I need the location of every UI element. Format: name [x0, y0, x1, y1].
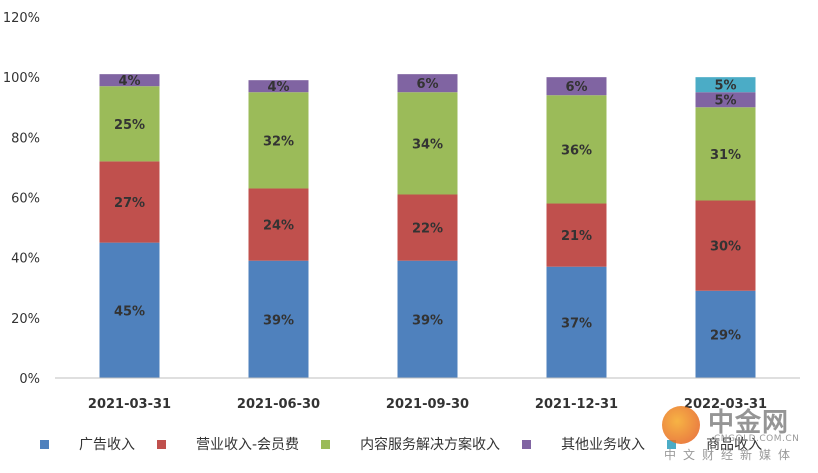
data-label: 45% — [114, 304, 145, 319]
data-label: 5% — [714, 79, 736, 94]
y-tick-label: 0% — [19, 372, 40, 387]
bar-segment — [99, 242, 160, 378]
watermark-subtitle: 中文财经新媒体 — [664, 448, 798, 462]
legend-item: 营业收入-会员费 — [157, 434, 299, 454]
data-label: 25% — [114, 118, 145, 133]
legend-label: 内容服务解决方案收入 — [360, 437, 501, 453]
legend-item: 其他业务收入 — [522, 434, 645, 454]
data-label: 30% — [710, 240, 741, 255]
legend: 广告收入 营业收入-会员费 内容服务解决方案收入 其他业务收入 商品收入 — [40, 432, 800, 456]
bar-segment — [695, 107, 756, 201]
bar-segment — [546, 266, 607, 378]
y-tick-label: 20% — [11, 312, 40, 327]
data-label: 31% — [710, 148, 741, 163]
data-label: 5% — [714, 94, 736, 109]
bar-segment — [695, 77, 756, 93]
legend-swatch — [667, 439, 677, 449]
bar-segment — [546, 77, 607, 96]
legend-item: 广告收入 — [40, 434, 135, 454]
legend-swatch — [522, 439, 532, 449]
legend-label: 营业收入-会员费 — [196, 437, 300, 453]
legend-label: 其他业务收入 — [561, 437, 646, 453]
bar-segment — [695, 200, 756, 291]
data-label: 22% — [412, 222, 443, 237]
bar-segment — [99, 74, 160, 87]
data-label: 29% — [710, 328, 741, 343]
legend-label: 商品收入 — [706, 437, 763, 453]
bar-segment — [546, 203, 607, 267]
bar-segment — [397, 92, 458, 195]
watermark-name: 中金网 — [708, 408, 790, 438]
bar-segment — [695, 92, 756, 108]
x-tick-label: 2021-12-31 — [535, 397, 618, 412]
legend-swatch — [321, 439, 331, 449]
data-label: 39% — [263, 313, 294, 328]
bar-segment — [695, 290, 756, 378]
x-tick-label: 2021-09-30 — [386, 397, 469, 412]
data-label: 36% — [561, 143, 592, 158]
y-tick-label: 80% — [11, 131, 40, 146]
legend-swatch — [157, 439, 166, 449]
y-tick-label: 120% — [3, 11, 40, 26]
bar-segment — [248, 80, 309, 93]
watermark: 中金网 CNGOLD.COM.CN 中文财经新媒体 — [640, 400, 810, 466]
bar-segment — [546, 95, 607, 204]
x-axis: 2021-03-31 2021-06-30 2021-09-30 2021-12-31… — [55, 377, 800, 412]
data-label: 21% — [561, 229, 592, 244]
legend-item: 内容服务解决方案收入 — [321, 434, 500, 454]
bar-segment — [397, 74, 458, 93]
bar-segment — [248, 92, 309, 189]
legend-swatch — [40, 439, 49, 449]
y-tick-label: 60% — [11, 192, 40, 207]
data-label: 6% — [416, 77, 438, 92]
bar-segment — [397, 260, 458, 378]
data-label: 27% — [114, 196, 145, 211]
data-label: 39% — [412, 313, 443, 328]
data-label: 4% — [267, 80, 289, 95]
watermark-url: CNGOLD.COM.CN — [714, 434, 800, 444]
x-tick-label: 2021-06-30 — [237, 397, 320, 412]
data-label: 34% — [412, 137, 443, 152]
bar-segment — [248, 260, 309, 378]
y-tick-label: 40% — [11, 252, 40, 267]
bar-segment — [248, 188, 309, 261]
cngold-logo-icon — [662, 406, 700, 444]
bars-group: 45% 27% 25% 4% 39% 24% 32% 4% 39% 22% 34% 6% 37% 21% 3… — [99, 74, 756, 378]
y-axis: 0% 20% 40% 60% 80% 100% 120% — [3, 11, 40, 387]
y-tick-label: 100% — [3, 71, 40, 86]
legend-label: 广告收入 — [79, 437, 135, 453]
data-label: 4% — [118, 74, 140, 89]
x-tick-label: 2021-03-31 — [88, 397, 171, 412]
legend-item: 商品收入 — [667, 434, 762, 454]
bar-segment — [99, 161, 160, 243]
data-label: 6% — [565, 80, 587, 95]
data-label: 37% — [561, 316, 592, 331]
data-label: 32% — [263, 134, 294, 149]
bar-segment — [397, 194, 458, 261]
bar-segment — [99, 86, 160, 162]
data-label: 24% — [263, 219, 294, 234]
x-tick-label: 2022-03-31 — [684, 397, 767, 412]
